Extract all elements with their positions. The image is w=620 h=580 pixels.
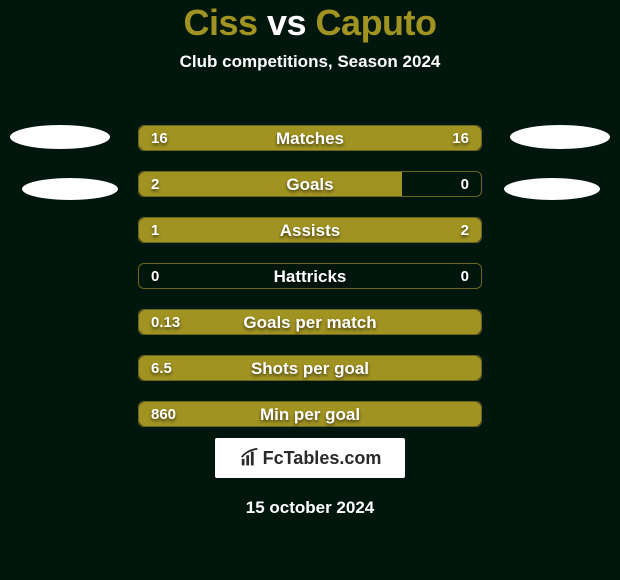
stat-bar-left <box>139 218 245 242</box>
page-title: Ciss vs Caputo <box>0 2 620 44</box>
title-vs: vs <box>258 2 316 43</box>
brand-logo: FcTables.com <box>215 438 405 478</box>
stat-value-right: 0 <box>461 172 469 196</box>
stat-bar-right <box>310 126 481 150</box>
stat-row: Assists12 <box>138 217 482 243</box>
decorative-oval <box>504 178 600 200</box>
title-player-left: Ciss <box>183 2 257 43</box>
stat-rows: Matches1616Goals20Assists12Hattricks00Go… <box>138 125 482 447</box>
decorative-oval <box>10 125 110 149</box>
stat-row: Shots per goal6.5 <box>138 355 482 381</box>
brand-logo-text: FcTables.com <box>263 448 382 469</box>
comparison-card: Ciss vs Caputo Club competitions, Season… <box>0 0 620 580</box>
stat-row: Goals20 <box>138 171 482 197</box>
stat-value-left: 0 <box>151 264 159 288</box>
date-label: 15 october 2024 <box>0 498 620 518</box>
title-player-right: Caputo <box>316 2 437 43</box>
decorative-oval <box>510 125 610 149</box>
stat-row: Min per goal860 <box>138 401 482 427</box>
stat-bar-left <box>139 356 481 380</box>
stat-row: Matches1616 <box>138 125 482 151</box>
stat-bar-left <box>139 310 481 334</box>
stat-row: Goals per match0.13 <box>138 309 482 335</box>
stat-bar-right <box>245 218 481 242</box>
stat-bar-left <box>139 172 402 196</box>
stat-row: Hattricks0 0 <box>138 263 482 289</box>
stat-label: Hattricks <box>139 264 481 288</box>
stat-value-right: 0 <box>461 264 469 288</box>
chart-icon <box>239 447 261 469</box>
decorative-oval <box>22 178 118 200</box>
page-subtitle: Club competitions, Season 2024 <box>0 52 620 72</box>
stat-bar-left <box>139 126 310 150</box>
stat-bar-left <box>139 402 481 426</box>
